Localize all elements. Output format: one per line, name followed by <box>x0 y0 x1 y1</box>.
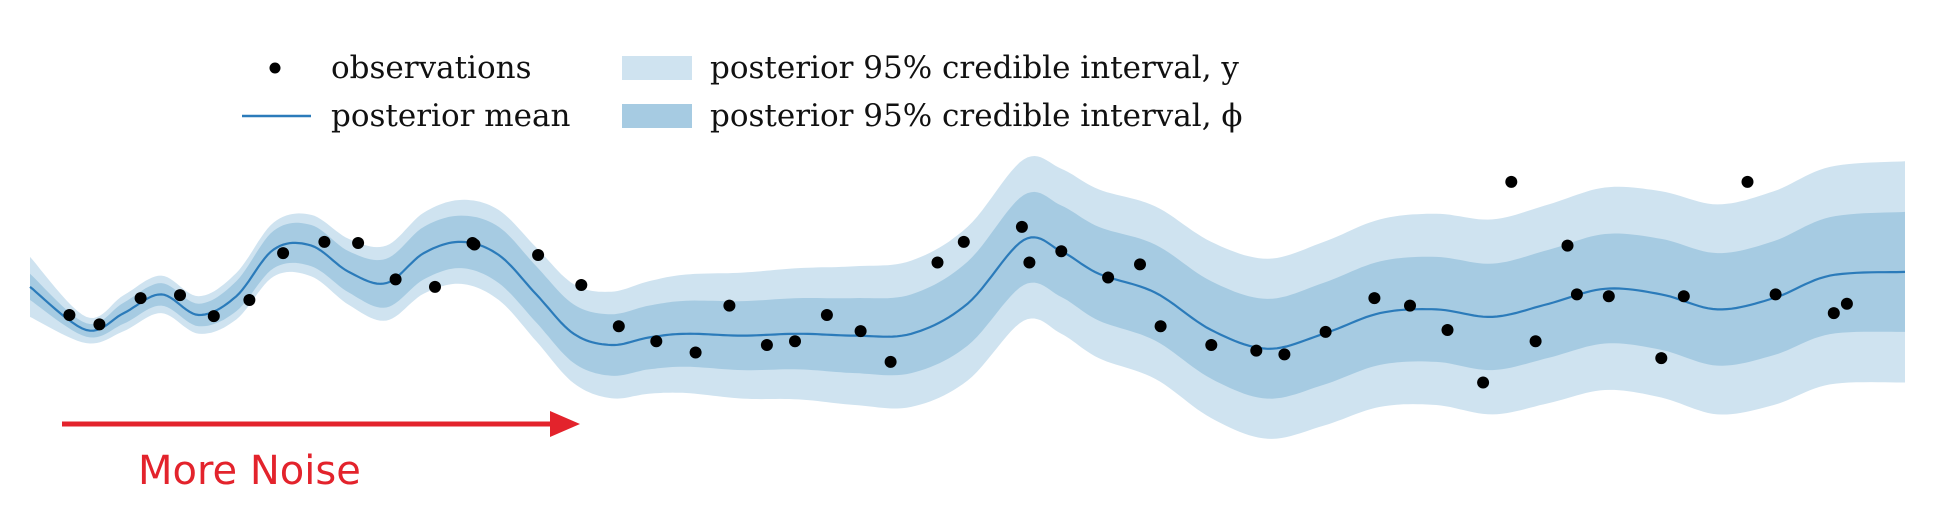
observation-point <box>650 335 663 348</box>
observation-point <box>957 235 970 248</box>
observation-point <box>575 279 588 291</box>
observation-point <box>789 335 801 348</box>
legend: observations posterior mean posterior 95… <box>242 50 1243 134</box>
observation-point <box>760 339 773 351</box>
observation-point <box>174 289 186 302</box>
observation-point <box>243 294 256 306</box>
observation-point <box>689 346 702 359</box>
observation-point <box>1477 376 1490 389</box>
observation-point <box>1570 288 1583 301</box>
observation-point <box>612 320 625 333</box>
legend-interval-y-swatch <box>622 56 692 80</box>
noise-annotation: More Noise <box>62 411 580 494</box>
observation-point <box>1319 325 1332 338</box>
noise-annotation-label: More Noise <box>138 448 361 494</box>
observation-point <box>93 318 106 331</box>
observation-point <box>1055 245 1068 258</box>
observation-point <box>1205 339 1218 351</box>
observation-point <box>884 355 897 368</box>
observation-point <box>1278 348 1291 361</box>
observation-point <box>1441 324 1454 336</box>
observation-point <box>1561 239 1574 252</box>
observation-point <box>1404 299 1416 312</box>
observation-point <box>63 309 76 321</box>
observation-point <box>389 273 402 286</box>
observation-point <box>1769 288 1782 301</box>
plot-area <box>29 156 1906 439</box>
interval-phi-band <box>30 191 1905 399</box>
legend-posterior-mean-label: posterior mean <box>331 98 571 134</box>
observation-point <box>820 309 833 321</box>
observation-point <box>1505 175 1518 188</box>
observation-point <box>1840 297 1853 310</box>
observation-point <box>468 238 481 251</box>
observation-point <box>318 235 331 248</box>
observation-point <box>1677 290 1690 303</box>
legend-observations-marker <box>269 62 281 74</box>
observation-point <box>1102 271 1115 284</box>
observation-point <box>1015 220 1028 233</box>
observation-point <box>277 247 290 260</box>
legend-interval-phi-label: posterior 95% credible interval, ϕ <box>710 98 1243 134</box>
observation-point <box>429 280 441 293</box>
observation-point <box>1602 290 1615 303</box>
noise-arrow-head <box>550 411 580 437</box>
observation-point <box>1368 292 1381 305</box>
observation-point <box>352 237 365 249</box>
observation-point <box>134 292 147 305</box>
observation-point <box>1741 175 1754 188</box>
observation-point <box>1655 352 1668 365</box>
observation-point <box>1529 335 1542 348</box>
legend-interval-phi-swatch <box>622 104 692 128</box>
observation-point <box>1154 320 1167 333</box>
observation-point <box>532 249 545 261</box>
observation-point <box>854 325 867 338</box>
observation-point <box>1250 344 1263 357</box>
observation-point <box>723 299 736 312</box>
legend-observations-label: observations <box>331 50 532 86</box>
observation-point <box>1134 258 1146 271</box>
observation-point <box>1827 307 1840 320</box>
observations-group <box>63 175 1853 389</box>
posterior-mean-line <box>29 236 1906 350</box>
observation-point <box>207 310 220 323</box>
observation-point <box>1023 256 1036 269</box>
legend-interval-y-label: posterior 95% credible interval, y <box>710 50 1239 86</box>
observation-point <box>931 256 944 269</box>
